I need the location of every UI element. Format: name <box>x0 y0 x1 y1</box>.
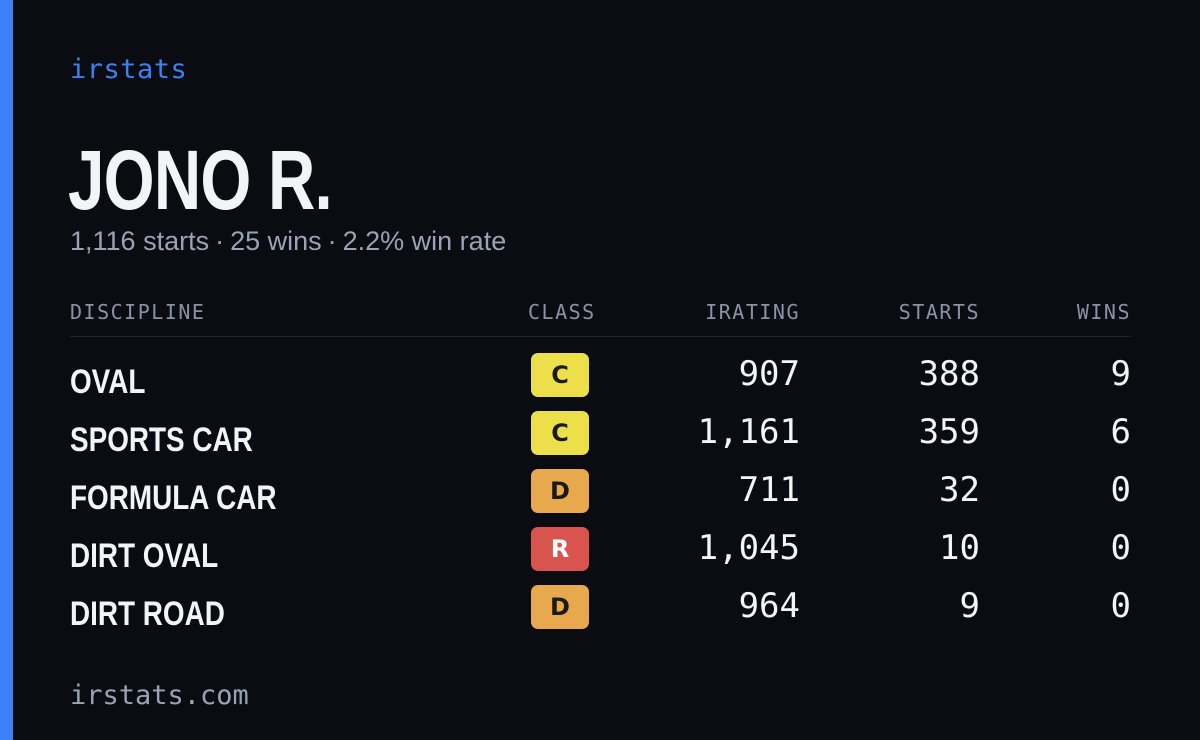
class-badge: D <box>531 585 589 629</box>
class-badge: C <box>531 353 589 397</box>
brand-logo: irstats <box>70 54 188 85</box>
starts-value: 9 <box>959 586 980 626</box>
separator: · <box>215 226 225 256</box>
wins-value: 0 <box>1110 586 1131 626</box>
accent-bar <box>0 0 13 740</box>
table-row: DIRT ROAD D 964 9 0 <box>70 585 1131 643</box>
discipline-name: SPORTS CAR <box>70 421 253 459</box>
starts-total: 1,116 starts <box>70 226 210 256</box>
driver-summary: 1,116 starts · 25 wins · 2.2% win rate <box>70 226 506 257</box>
wins-value: 6 <box>1110 412 1131 452</box>
table-row: DIRT OVAL R 1,045 10 0 <box>70 527 1131 585</box>
table-row: SPORTS CAR C 1,161 359 6 <box>70 411 1131 469</box>
class-badge: R <box>531 527 589 571</box>
header-irating: IRATING <box>705 300 800 324</box>
starts-value: 388 <box>918 354 980 394</box>
discipline-name: OVAL <box>70 363 146 401</box>
driver-name: JONO R. <box>68 133 333 227</box>
footer-url[interactable]: irstats.com <box>70 680 249 711</box>
stats-table: DISCIPLINE CLASS IRATING STARTS WINS OVA… <box>70 296 1131 643</box>
irating-value: 1,045 <box>697 528 800 568</box>
table-row: OVAL C 907 388 9 <box>70 353 1131 411</box>
table-body: OVAL C 907 388 9 SPORTS CAR C 1,161 359 … <box>70 353 1131 643</box>
discipline-name: DIRT ROAD <box>70 595 225 633</box>
header-discipline: DISCIPLINE <box>70 300 206 324</box>
wins-value: 9 <box>1110 354 1131 394</box>
irating-value: 964 <box>738 586 800 626</box>
table-row: FORMULA CAR D 711 32 0 <box>70 469 1131 527</box>
wins-value: 0 <box>1110 470 1131 510</box>
starts-value: 359 <box>918 412 980 452</box>
separator: · <box>327 226 337 256</box>
starts-value: 10 <box>939 528 980 568</box>
discipline-name: FORMULA CAR <box>70 479 277 517</box>
irating-value: 907 <box>738 354 800 394</box>
header-starts: STARTS <box>898 300 980 324</box>
irating-value: 1,161 <box>697 412 800 452</box>
irating-value: 711 <box>738 470 800 510</box>
discipline-name: DIRT OVAL <box>70 537 219 575</box>
class-badge: C <box>531 411 589 455</box>
class-badge: D <box>531 469 589 513</box>
wins-total: 25 wins <box>230 226 322 256</box>
header-class: CLASS <box>528 300 596 324</box>
win-rate: 2.2% win rate <box>342 226 507 256</box>
starts-value: 32 <box>939 470 980 510</box>
table-header: DISCIPLINE CLASS IRATING STARTS WINS <box>70 296 1131 337</box>
header-wins: WINS <box>1076 300 1131 324</box>
wins-value: 0 <box>1110 528 1131 568</box>
